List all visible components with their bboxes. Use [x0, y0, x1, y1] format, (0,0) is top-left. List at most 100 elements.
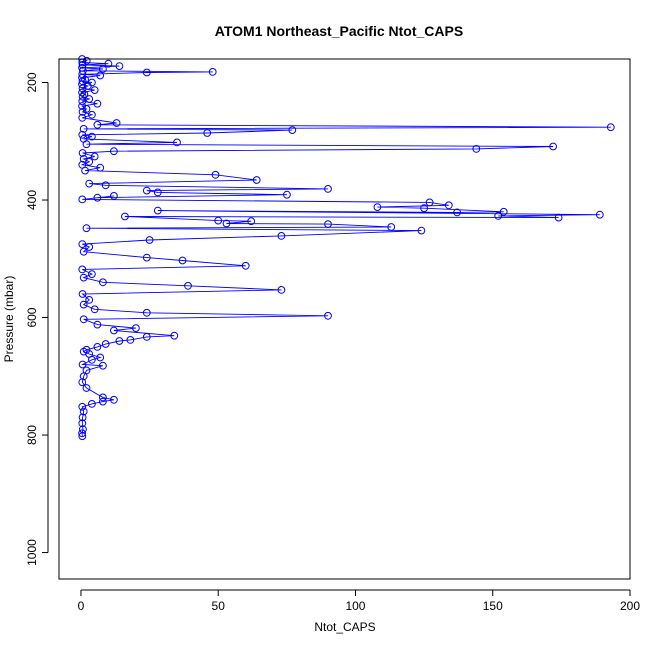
data-point: [110, 326, 118, 335]
data-point: [99, 361, 107, 370]
data-point: [494, 212, 503, 220]
data-point: [417, 226, 426, 235]
data-point: [79, 124, 88, 133]
data-point: [170, 331, 179, 340]
data-point: [324, 220, 332, 229]
data-point: [606, 123, 615, 132]
data-point: [132, 324, 140, 333]
data-point: [387, 223, 396, 231]
data-point: [110, 395, 118, 404]
data-point: [78, 360, 87, 369]
x-tick-label: 0: [78, 599, 85, 613]
data-point: [252, 176, 261, 184]
data-point: [214, 216, 223, 225]
data-point: [85, 243, 94, 251]
data-point: [96, 163, 105, 172]
data-point: [78, 130, 87, 139]
data-point: [173, 138, 181, 147]
y-tick-label: 600: [25, 307, 39, 327]
data-point: [283, 190, 291, 199]
data-point: [499, 207, 508, 216]
data-point: [78, 419, 87, 428]
y-tick-label: 200: [25, 72, 39, 92]
data-point: [93, 99, 102, 108]
y-tick-label: 400: [25, 190, 39, 210]
data-point: [83, 82, 92, 90]
data-point: [88, 132, 96, 141]
data-point: [79, 315, 88, 324]
data-point: [420, 204, 429, 213]
data-point: [373, 203, 382, 212]
data-point: [78, 240, 87, 249]
data-point: [277, 232, 286, 240]
data-point: [93, 320, 102, 329]
x-tick-label: 100: [345, 599, 365, 613]
data-point: [78, 378, 87, 387]
data-point: [288, 126, 297, 135]
plot-area-frame: [58, 58, 631, 580]
data-point: [324, 311, 332, 320]
data-point: [79, 407, 88, 416]
data-point: [78, 195, 87, 204]
data-point: [96, 353, 105, 362]
series-layer: [78, 55, 615, 441]
data-point: [153, 206, 162, 215]
data-point: [112, 119, 121, 127]
data-point: [78, 84, 87, 93]
y-tick-label: 1000: [25, 539, 39, 566]
data-point: [211, 170, 220, 179]
data-point: [78, 97, 87, 106]
data-point: [81, 166, 89, 175]
data-point: [82, 140, 91, 149]
data-point: [93, 193, 102, 202]
data-point: [78, 113, 87, 122]
data-point: [425, 198, 434, 207]
data-point: [90, 152, 99, 161]
data-point: [93, 120, 102, 129]
data-point: [80, 90, 89, 99]
data-point: [277, 286, 286, 294]
data-point: [99, 397, 107, 406]
chart-title: ATOM1 Northeast_Pacific Ntot_CAPS: [215, 23, 463, 39]
data-point: [79, 273, 88, 282]
data-point: [104, 59, 113, 68]
data-point: [324, 185, 332, 193]
data-point: [78, 429, 86, 438]
data-point: [184, 281, 192, 290]
data-point: [78, 149, 87, 157]
data-point: [78, 92, 87, 101]
data-point: [153, 188, 162, 197]
data-point: [115, 62, 124, 70]
data-point: [90, 305, 99, 314]
data-point: [101, 181, 110, 190]
data-point: [121, 212, 129, 221]
data-point: [110, 147, 118, 156]
y-axis-label: Pressure (mbar): [2, 276, 16, 363]
data-point: [93, 343, 102, 351]
data-point: [78, 61, 87, 69]
data-point: [444, 201, 453, 210]
data-point: [99, 278, 107, 287]
data-point: [79, 247, 88, 256]
data-point: [85, 296, 94, 304]
data-point: [78, 402, 87, 411]
data-point: [549, 142, 557, 151]
x-tick-label: 150: [483, 599, 503, 613]
data-point: [96, 71, 105, 80]
data-point: [88, 110, 96, 119]
data-point: [78, 413, 87, 422]
data-point: [79, 300, 88, 309]
data-point: [142, 68, 151, 77]
data-point: [82, 384, 91, 392]
data-point: [78, 108, 87, 116]
data-point: [85, 179, 94, 188]
data-point: [90, 86, 99, 94]
data-point: [178, 256, 187, 265]
data-point: [78, 88, 86, 97]
x-axis: 0 50 100 150 200: [78, 589, 640, 613]
data-point: [241, 261, 250, 270]
data-point: [101, 340, 110, 348]
data-point: [145, 236, 154, 244]
data-point: [82, 56, 91, 65]
